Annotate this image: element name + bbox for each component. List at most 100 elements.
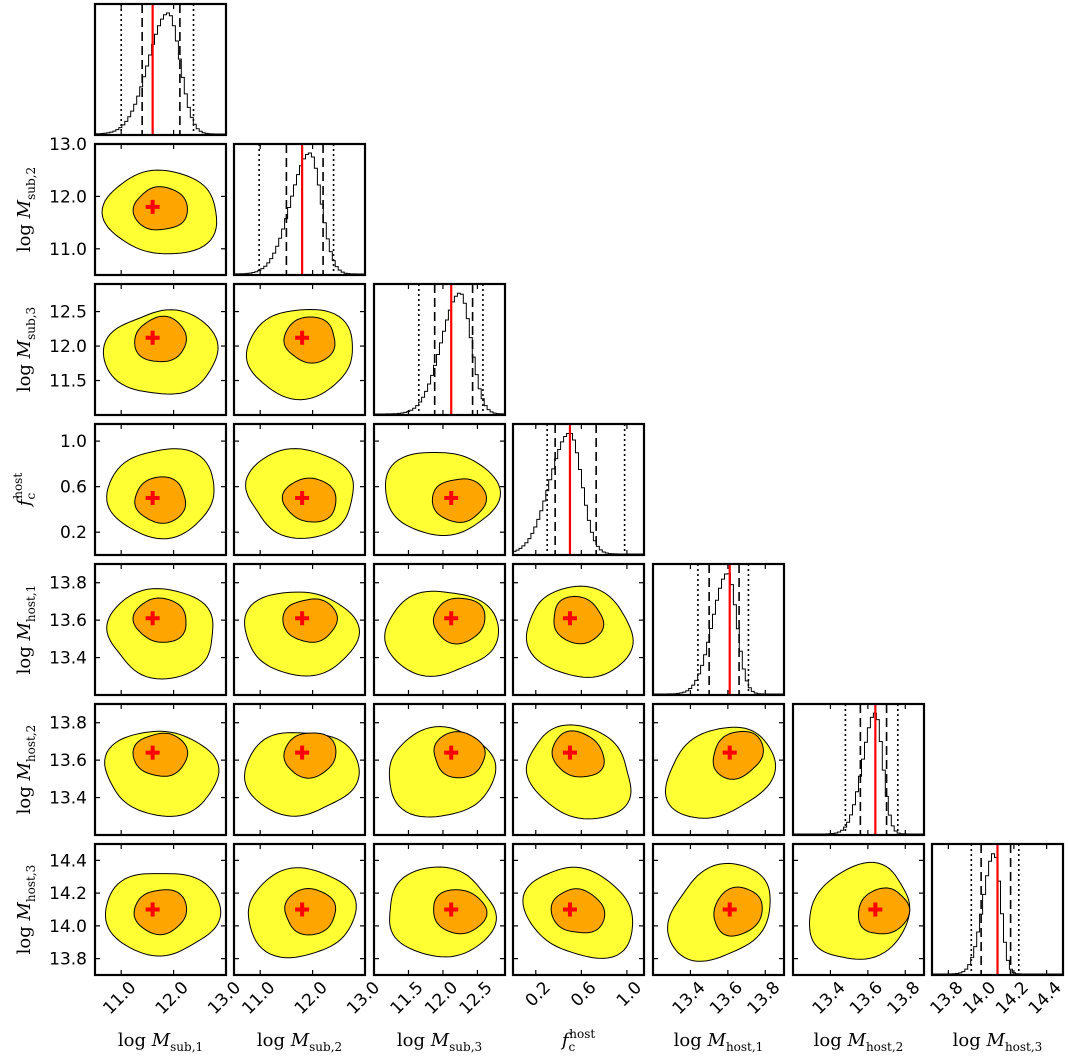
contour-1sigma xyxy=(134,315,187,363)
x-tick-label: 14.2 xyxy=(992,978,1033,1019)
x-tick-label: 11.5 xyxy=(387,978,428,1019)
param-log: log xyxy=(14,218,35,252)
panel-frame xyxy=(511,562,646,697)
y-axis-label: log Mhost,2 xyxy=(14,725,38,815)
histogram-step xyxy=(513,433,644,555)
truth-marker xyxy=(722,902,737,917)
panel-frame xyxy=(372,422,507,557)
panel-frame xyxy=(93,282,228,417)
x-axis-label: log Msub,3 xyxy=(397,1030,482,1054)
panel-content xyxy=(667,862,771,962)
y-tick-label: 11.0 xyxy=(49,240,87,260)
panel-content xyxy=(95,4,226,135)
panel-frame xyxy=(651,562,786,697)
contour-1sigma xyxy=(284,887,337,936)
panel-content xyxy=(243,732,360,817)
panel-frame xyxy=(93,422,228,557)
contour-1sigma xyxy=(134,476,187,524)
y-axis-7: 13.8 14.0 14.2 14.4 log Mhost,3 xyxy=(14,851,87,969)
contour-1sigma xyxy=(550,888,606,934)
panel-frame xyxy=(511,842,646,977)
panel-frame xyxy=(232,562,367,697)
panel-content xyxy=(384,452,502,536)
panel-frame xyxy=(93,702,228,837)
param-symbol: M xyxy=(14,339,35,359)
y-tick-label: 13.8 xyxy=(49,714,87,734)
y-tick-label: 14.2 xyxy=(49,884,87,904)
y-axis-6: 13.4 13.6 13.8 log Mhost,2 xyxy=(14,714,87,815)
y-axis-3: 11.5 12.0 12.5 log Msub,3 xyxy=(14,303,87,393)
contour-1sigma xyxy=(282,598,338,643)
y-tick-label: 13.6 xyxy=(49,611,87,631)
hist-panel-1 xyxy=(93,2,228,137)
truth-marker xyxy=(145,330,160,345)
param-log: log xyxy=(674,1030,708,1051)
param-log: log xyxy=(14,920,35,954)
panel-content xyxy=(106,448,215,540)
contour-panel-6-5 xyxy=(651,702,786,837)
panel-frame xyxy=(232,282,367,417)
truth-marker xyxy=(722,745,737,760)
param-log: log xyxy=(397,1030,431,1051)
param-symbol: M xyxy=(14,199,35,219)
panel-content xyxy=(245,448,354,539)
param-symbol: M xyxy=(847,1030,867,1051)
contour-1sigma xyxy=(713,886,763,937)
x-tick-label: 13.4 xyxy=(669,978,710,1019)
y-tick-label: 13.4 xyxy=(49,789,87,809)
param-log: log xyxy=(14,780,35,814)
contour-panel-7-3 xyxy=(372,842,507,977)
panel-frame xyxy=(232,702,367,837)
param-subscript: host,3 xyxy=(1005,1040,1042,1054)
panel-content xyxy=(653,564,784,695)
param-log: log xyxy=(118,1030,152,1051)
truth-marker xyxy=(562,902,577,917)
panel-content xyxy=(808,861,911,960)
panel-content xyxy=(101,169,218,255)
param-subscript: host,3 xyxy=(24,865,38,902)
contour-1sigma xyxy=(132,732,189,777)
panel-frame xyxy=(232,142,367,277)
panel-content xyxy=(104,730,220,817)
panel-content xyxy=(247,867,357,959)
param-subscript: c xyxy=(24,493,38,500)
x-tick-label: 13.0 xyxy=(204,978,245,1019)
x-tick-label: 14.0 xyxy=(959,978,1000,1019)
param-subscript: host,1 xyxy=(726,1040,763,1054)
contour-panel-4-1 xyxy=(93,422,228,557)
panel-content xyxy=(525,585,634,678)
panel-frame xyxy=(651,702,786,837)
contour-1sigma xyxy=(132,186,188,231)
panel-frame xyxy=(93,142,228,277)
truth-marker xyxy=(562,745,577,760)
x-axis-label: log Mhost,3 xyxy=(953,1030,1043,1054)
y-axis-4: 0.2 0.6 1.0 fchost xyxy=(11,432,87,543)
truth-marker xyxy=(444,902,459,917)
histogram-step xyxy=(234,152,365,275)
panel-content xyxy=(522,866,634,959)
y-tick-label: 12.5 xyxy=(49,303,87,323)
param-log: log xyxy=(814,1030,848,1051)
histogram-step xyxy=(374,292,505,415)
contour-panel-6-1 xyxy=(93,702,228,837)
y-tick-label: 13.8 xyxy=(49,950,87,970)
truth-marker xyxy=(295,611,310,626)
y-tick-label: 12.0 xyxy=(49,187,87,207)
x-tick-label: 13.6 xyxy=(706,978,747,1019)
panel-frame xyxy=(511,702,646,837)
contour-panel-7-6 xyxy=(791,842,926,977)
x-tick-label: 12.5 xyxy=(456,978,497,1019)
contour-1sigma xyxy=(433,889,488,935)
truth-marker xyxy=(295,330,310,345)
truth-marker xyxy=(868,902,883,917)
panel-content xyxy=(102,309,219,395)
truth-marker xyxy=(145,902,160,917)
x-axis-label: log Mhost,2 xyxy=(814,1030,904,1054)
hist-panel-5 xyxy=(651,562,786,697)
contour-1sigma xyxy=(283,732,337,779)
y-tick-label: 12.0 xyxy=(49,337,87,357)
panel-content xyxy=(245,308,353,401)
contour-panel-4-2 xyxy=(232,422,367,557)
histogram-step xyxy=(653,573,784,695)
